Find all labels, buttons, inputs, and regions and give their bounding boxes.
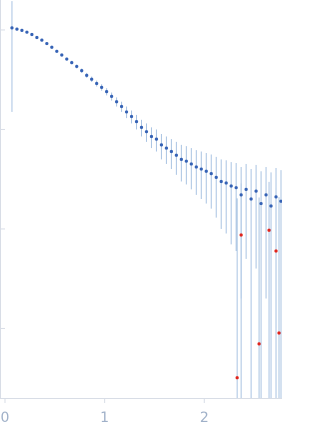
data-point [65, 57, 69, 61]
data-point [249, 197, 253, 201]
data-point [204, 169, 208, 173]
data-point [174, 153, 178, 157]
data-point [269, 204, 273, 208]
data-point [35, 35, 39, 40]
data-point [267, 228, 271, 232]
data-point [219, 179, 223, 184]
data-point [95, 81, 99, 86]
data-point [179, 157, 183, 162]
data-point [229, 184, 233, 188]
data-point [70, 60, 74, 65]
data-point [189, 162, 193, 166]
data-point [75, 64, 79, 69]
data-point [239, 233, 243, 237]
data-point [264, 193, 268, 197]
data-point [159, 143, 164, 147]
data-point [234, 186, 238, 190]
data-point [254, 189, 258, 193]
data-point [55, 49, 59, 53]
data-point [119, 104, 124, 109]
x-tick-label: 2 [200, 410, 209, 426]
data-point [50, 45, 54, 49]
data-point [15, 27, 19, 31]
data-point [259, 201, 263, 206]
data-point [239, 193, 243, 197]
data-point [80, 69, 84, 73]
data-point [124, 110, 129, 114]
data-point [199, 167, 203, 171]
data-point [257, 342, 261, 346]
data-point [164, 146, 169, 150]
data-point [129, 114, 134, 119]
data-point [224, 181, 228, 185]
data-point [110, 94, 114, 98]
data-point [60, 53, 64, 57]
data-point [30, 32, 34, 37]
data-point [114, 100, 119, 104]
data-point [184, 159, 188, 163]
data-point [10, 26, 14, 30]
x-tick-label: 0 [1, 410, 10, 426]
data-point [274, 249, 278, 253]
data-point [105, 90, 109, 94]
data-point [100, 85, 104, 89]
x-tick-label: 1 [100, 410, 109, 426]
data-point [154, 137, 159, 141]
data-point [277, 331, 281, 335]
data-point [85, 73, 89, 77]
data-point [144, 130, 149, 134]
data-point [149, 134, 154, 139]
data-point [214, 175, 218, 179]
data-point [134, 119, 139, 124]
plot-area [10, 1, 282, 398]
data-point [90, 77, 94, 81]
data-point [45, 41, 49, 46]
data-point [169, 149, 173, 154]
data-point [279, 199, 282, 203]
data-point [235, 376, 239, 380]
data-point [20, 28, 24, 32]
data-point [139, 125, 144, 129]
data-point [25, 30, 29, 34]
data-point [274, 195, 278, 199]
data-point [209, 172, 213, 176]
data-point [194, 165, 198, 169]
chart: 0 1 2 [0, 0, 282, 426]
data-point [244, 187, 248, 191]
data-point [40, 38, 44, 42]
